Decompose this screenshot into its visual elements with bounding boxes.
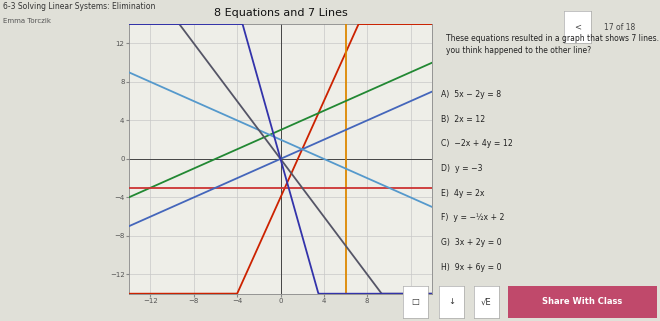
Text: G)  3x + 2y = 0: G) 3x + 2y = 0 [441,238,502,247]
Text: A)  5x − 2y = 8: A) 5x − 2y = 8 [441,90,501,99]
Text: F)  y = −½x + 2: F) y = −½x + 2 [441,213,504,222]
Text: □: □ [411,297,419,306]
Text: 6-3 Solving Linear Systems: Elimination: 6-3 Solving Linear Systems: Elimination [3,2,156,11]
Text: 17 of 18: 17 of 18 [604,23,635,32]
Text: ↓: ↓ [448,297,455,306]
Text: <: < [574,23,581,32]
Text: Emma Torczik: Emma Torczik [3,18,51,24]
Text: √E: √E [481,297,492,306]
Text: Share With Class: Share With Class [543,297,622,306]
Text: B)  2x = 12: B) 2x = 12 [441,115,485,124]
Text: D)  y = −3: D) y = −3 [441,164,482,173]
Text: These equations resulted in a graph that shows 7 lines. What do
you think happen: These equations resulted in a graph that… [446,34,660,55]
Text: 8 Equations and 7 Lines: 8 Equations and 7 Lines [214,8,347,18]
Text: C)  −2x + 4y = 12: C) −2x + 4y = 12 [441,139,513,148]
Text: H)  9x + 6y = 0: H) 9x + 6y = 0 [441,263,502,272]
Text: E)  4y = 2x: E) 4y = 2x [441,189,484,198]
